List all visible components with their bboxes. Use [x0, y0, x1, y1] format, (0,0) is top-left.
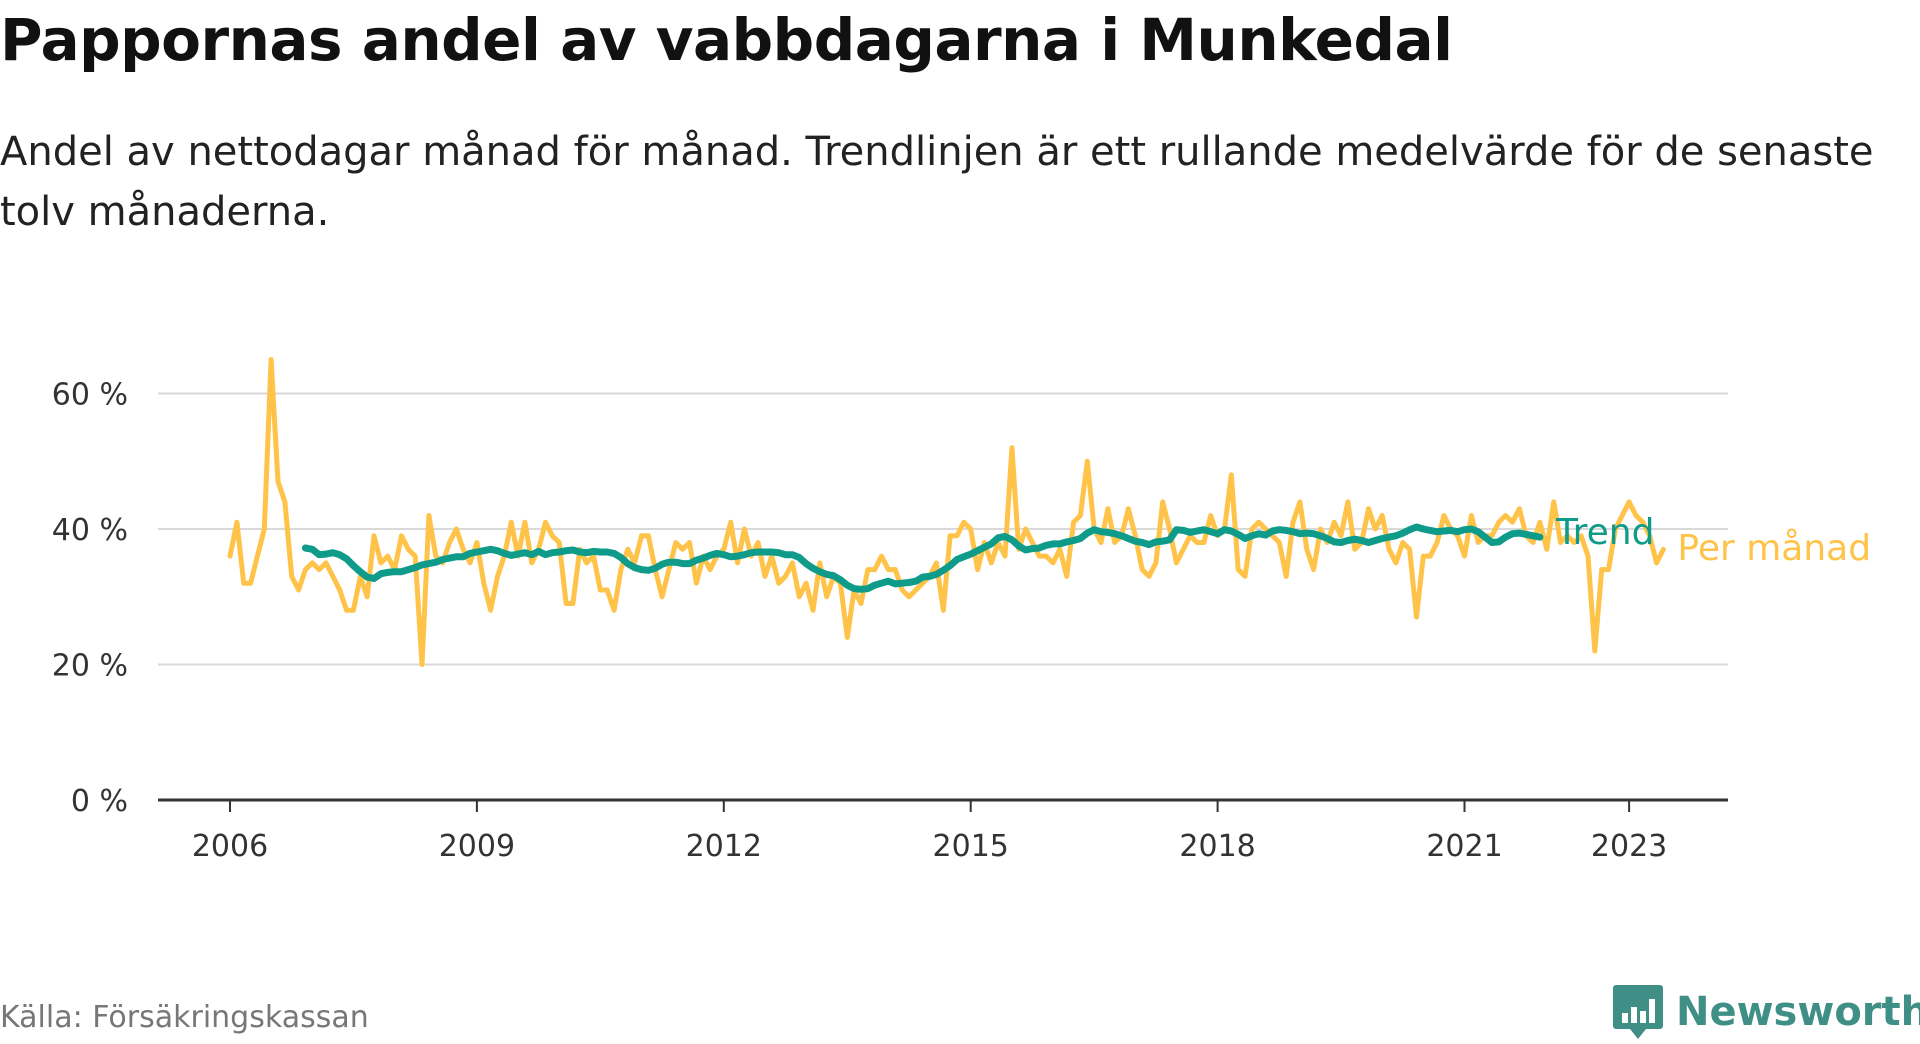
- chart-title: Pappornas andel av vabbdagarna i Munkeda…: [0, 6, 1453, 74]
- series-line-per-manad: [227, 357, 1666, 667]
- y-tick-label: 40 %: [52, 513, 128, 548]
- bar-chart-badge-icon: [1613, 985, 1663, 1039]
- x-tick-label: 2021: [1426, 829, 1502, 864]
- x-tick-label: 2015: [933, 829, 1009, 864]
- y-tick-label: 0 %: [71, 784, 128, 819]
- y-tick-label: 20 %: [52, 649, 128, 684]
- x-tick-label: 2023: [1591, 829, 1667, 864]
- y-tick-label: 60 %: [52, 378, 128, 413]
- x-tick-label: 2006: [192, 829, 268, 864]
- chart-subtitle: Andel av nettodagar månad för månad. Tre…: [0, 129, 1874, 235]
- x-tick-label: 2009: [439, 829, 515, 864]
- x-axis: 2006 2009 2012 2015 2018 2021 2023: [158, 798, 1728, 864]
- x-tick-label: 2018: [1179, 829, 1255, 864]
- source-credit: Källa: Försäkringskassan: [0, 1000, 369, 1035]
- series-labels: Trend Per månad: [1555, 512, 1871, 569]
- brand-logo[interactable]: Newsworthy: [1612, 980, 1920, 1044]
- brand-name: Newsworthy: [1676, 989, 1920, 1035]
- series-layer: [227, 357, 1666, 667]
- grid-lines: 0 % 20 % 40 % 60 %: [52, 378, 1728, 819]
- series-line-trend: [301, 523, 1544, 593]
- x-tick-label: 2012: [686, 829, 762, 864]
- series-label-per-manad: Per månad: [1677, 528, 1871, 569]
- series-label-trend: Trend: [1555, 512, 1655, 553]
